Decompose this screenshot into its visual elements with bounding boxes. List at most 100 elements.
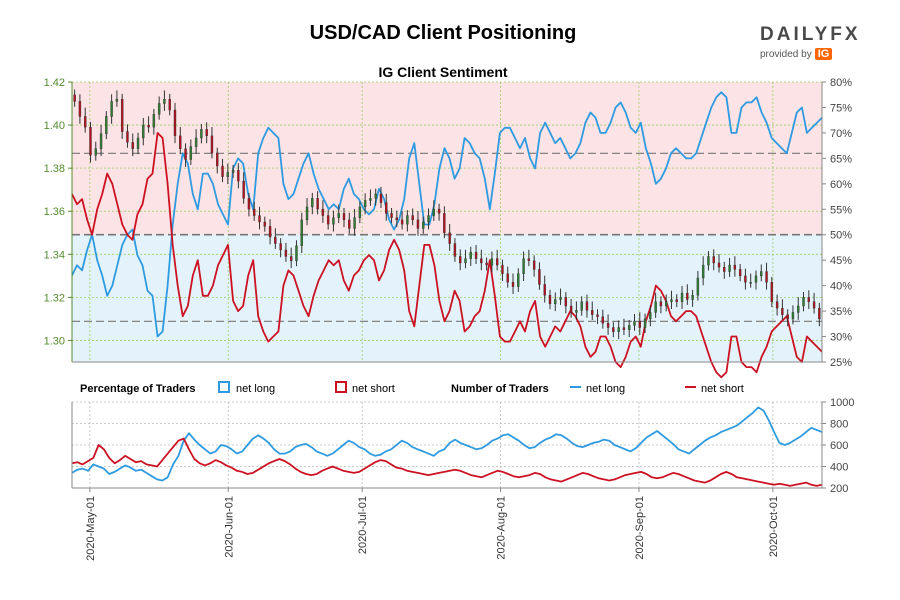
legend-pct-long-swatch (218, 381, 230, 393)
candle-up (157, 103, 161, 115)
candle-down (268, 226, 272, 238)
candle-up (115, 99, 119, 102)
candle (411, 208, 414, 226)
candle-down (474, 251, 478, 259)
candle-up (200, 129, 203, 139)
legend-num-short-label: net short (701, 383, 744, 395)
candle-up (464, 258, 467, 264)
candle-down (738, 269, 742, 277)
candle-down (612, 327, 615, 333)
candle (501, 259, 504, 282)
candle (585, 294, 589, 318)
candle (332, 210, 335, 232)
candle-down (89, 127, 92, 156)
candle-down (385, 202, 388, 214)
candle (643, 313, 647, 333)
left-tick-label: 1.32 (44, 292, 65, 304)
candle-down (506, 273, 509, 283)
candle (728, 257, 731, 277)
candle (379, 186, 383, 208)
candle (184, 143, 187, 167)
candle-down (501, 264, 504, 274)
candle (664, 294, 668, 312)
date-axis-labels: 2020-May-01 2020-Jun-01 2020-Jul-01 2020-Au… (85, 488, 780, 561)
candle-up (728, 264, 731, 272)
candle (253, 201, 256, 221)
candle-down (316, 198, 319, 210)
candle (231, 164, 235, 178)
candle (749, 273, 752, 288)
price-panel-background (72, 82, 822, 362)
candle (612, 322, 615, 338)
candle (300, 212, 303, 254)
net-long-percentage-line (71, 91, 823, 338)
candle-down (606, 323, 610, 328)
candle (94, 141, 97, 161)
candle (791, 305, 795, 325)
candle (469, 246, 472, 266)
candle-down (675, 299, 678, 302)
candle (131, 133, 134, 157)
candle (353, 208, 356, 236)
candle-down (585, 301, 589, 311)
candle (210, 127, 214, 159)
candle-down (274, 236, 277, 244)
candle-down (717, 262, 721, 268)
candle (437, 203, 441, 221)
candle (152, 108, 156, 135)
candle (374, 188, 377, 206)
candle-down (342, 213, 346, 221)
candle-up (110, 101, 113, 117)
right-tick-label: 50% (830, 230, 852, 242)
candle (247, 192, 251, 217)
candle (268, 219, 272, 245)
candle-down (495, 258, 499, 266)
left-tick-label: 1.38 (44, 163, 65, 175)
number-lines (71, 406, 823, 487)
candle-down (168, 99, 171, 111)
number-tick-label: 800 (830, 419, 848, 431)
candle-down (216, 152, 219, 167)
candle (622, 318, 626, 336)
candle (126, 124, 129, 148)
candle (337, 204, 340, 224)
candle (770, 276, 774, 308)
candle (110, 94, 113, 124)
candle (163, 90, 166, 111)
candle-up (554, 299, 557, 305)
number-tick-label: 600 (830, 440, 848, 452)
candle (422, 216, 425, 234)
candle-up (295, 245, 298, 261)
candle-down (326, 215, 330, 225)
candle (305, 198, 309, 226)
candle (73, 89, 76, 107)
candle (284, 242, 288, 262)
candle-down (775, 301, 779, 309)
candle (84, 107, 87, 133)
candle (538, 262, 541, 290)
candle-up (99, 133, 103, 149)
candle-down (786, 314, 789, 320)
candle (548, 289, 552, 310)
candle (358, 201, 362, 224)
date-tick-label: 2020-May-01 (85, 496, 97, 561)
candle-up (189, 146, 193, 160)
candle (591, 301, 594, 320)
candle-up (427, 215, 430, 223)
right-tick-label: 25% (830, 357, 852, 369)
candle (670, 290, 673, 310)
candle (89, 121, 92, 163)
candle (400, 211, 404, 230)
candle-up (628, 325, 631, 330)
candle-down (448, 232, 451, 244)
candle (517, 268, 520, 292)
dailyfx-logo: DAILYFX provided by IG (760, 24, 870, 60)
candle-up (305, 206, 309, 221)
candle (654, 292, 657, 318)
left-tick-label: 1.42 (44, 77, 65, 89)
candle-down (781, 307, 784, 315)
candle-down (437, 208, 441, 214)
candle (363, 193, 367, 215)
candle-down (511, 282, 515, 287)
chart-title: USD/CAD Client Positioning (309, 22, 577, 44)
